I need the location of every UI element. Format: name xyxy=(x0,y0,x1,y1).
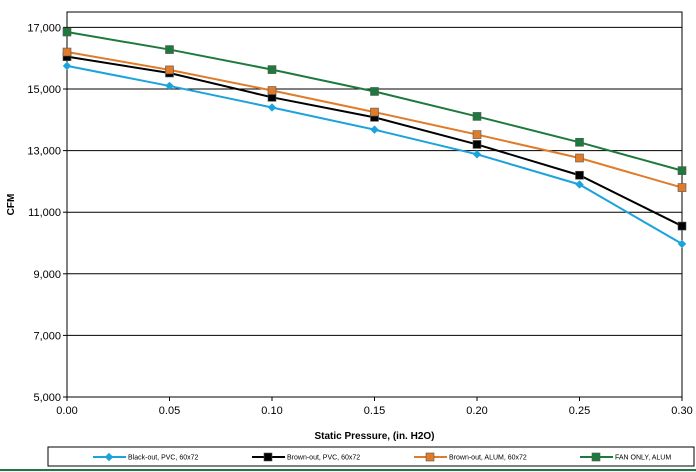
legend-swatch-marker xyxy=(263,452,273,462)
series-3 xyxy=(62,47,687,192)
data-point xyxy=(575,170,584,180)
data-point xyxy=(267,65,277,74)
data-point xyxy=(62,27,72,37)
series-4 xyxy=(62,27,687,175)
data-point xyxy=(677,239,687,249)
data-point xyxy=(472,140,482,149)
plot-area xyxy=(66,11,683,398)
data-point xyxy=(472,150,482,159)
x-tick-label: 0.15 xyxy=(364,405,385,417)
x-tick-label: 0.10 xyxy=(261,405,282,417)
data-point xyxy=(575,180,584,189)
x-tick-label: 0.05 xyxy=(159,405,180,417)
legend-label: Brown-out, PVC, 60x72 xyxy=(287,455,360,462)
series-1 xyxy=(62,61,687,249)
y-tick-label: 5,000 xyxy=(33,392,61,404)
legend-label: FAN ONLY, ALUM xyxy=(615,455,671,462)
legend xyxy=(47,446,695,467)
legend-item: Brown-out, ALUM, 60x72 xyxy=(414,452,527,462)
series-group xyxy=(62,27,687,249)
data-point xyxy=(165,65,174,75)
y-tick-label: 7,000 xyxy=(33,330,61,342)
x-tick-label: 0.20 xyxy=(466,405,487,417)
x-tick-label: 0.30 xyxy=(671,405,692,417)
grid-lines xyxy=(67,26,682,398)
data-point xyxy=(370,87,379,96)
legend-label: Brown-out, ALUM, 60x72 xyxy=(449,455,527,462)
x-axis-title: Static Pressure, (in. H2O) xyxy=(314,431,434,442)
legend-swatch-marker xyxy=(104,452,114,462)
data-point xyxy=(472,130,482,139)
data-point xyxy=(677,166,687,175)
legend-item: FAN ONLY, ALUM xyxy=(580,452,671,462)
y-tick-label: 17,000 xyxy=(27,22,61,34)
data-point xyxy=(677,221,687,231)
legend-item: Brown-out, PVC, 60x72 xyxy=(252,452,360,462)
legend-item: Black-out, PVC, 60x72 xyxy=(93,452,199,462)
data-point xyxy=(575,137,584,147)
data-point xyxy=(267,103,277,112)
y-tick-label: 13,000 xyxy=(27,146,61,158)
x-axis-ticks: 0.00 0.05 0.10 0.15 0.20 0.25 0.30 xyxy=(56,397,693,417)
legend-entries: Black-out, PVC, 60x72 Brown-out, PVC, 60x… xyxy=(93,452,671,462)
legend-swatch-marker xyxy=(591,452,601,462)
series-line xyxy=(66,31,683,172)
data-point xyxy=(575,153,584,163)
series-line xyxy=(66,55,683,227)
data-point xyxy=(370,107,379,117)
y-tick-label: 11,000 xyxy=(28,207,61,219)
y-tick-label: 15,000 xyxy=(27,84,61,96)
y-axis-ticks: 5,000 7,000 9,000 11,000 13,000 15,000 17,000 xyxy=(27,22,67,404)
y-axis-title: CFM xyxy=(6,194,17,216)
data-point xyxy=(677,183,687,192)
x-tick-label: 0.00 xyxy=(56,405,77,417)
legend-label: Black-out, PVC, 60x72 xyxy=(128,455,199,462)
data-point xyxy=(370,125,379,134)
x-tick-label: 0.25 xyxy=(569,405,590,417)
data-point xyxy=(62,61,72,71)
data-point xyxy=(472,112,482,121)
data-point xyxy=(62,47,72,57)
data-point xyxy=(165,45,174,54)
data-point xyxy=(165,81,174,91)
data-point xyxy=(267,86,277,95)
legend-swatch-marker xyxy=(425,452,435,462)
series-2 xyxy=(62,52,687,231)
y-tick-label: 9,000 xyxy=(33,269,61,281)
